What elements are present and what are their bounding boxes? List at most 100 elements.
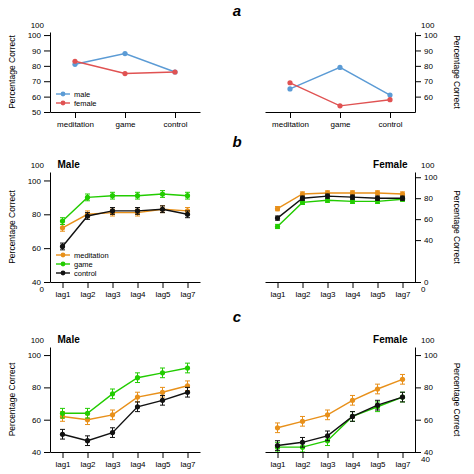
- x-tick-mark: [175, 112, 176, 118]
- error-bar: [400, 192, 405, 196]
- error-bar: [85, 436, 90, 446]
- point: [375, 190, 380, 195]
- y-tick: 80: [32, 62, 50, 71]
- error-bar: [60, 224, 65, 231]
- y-axis-title: Percentage Correct: [7, 190, 17, 264]
- error-bar: [135, 192, 140, 199]
- x-tick-mark: [88, 282, 89, 288]
- y-tick-mark: [44, 66, 50, 67]
- x-axis-line: [266, 452, 416, 453]
- point: [60, 218, 65, 223]
- x-axis: lag1lag2lag3lag4lag5lag7: [266, 282, 416, 299]
- x-tick: lag4: [345, 282, 361, 299]
- error-bar: [85, 408, 90, 418]
- line: [278, 397, 403, 445]
- series: [60, 206, 190, 231]
- y-tick: 80: [415, 383, 433, 392]
- error-bar: [375, 191, 380, 195]
- error-bar: [350, 412, 355, 422]
- y-tick-label: 40: [32, 448, 41, 457]
- y-axis: 406080100: [28, 348, 51, 458]
- x-tick-label: lag1: [270, 290, 286, 299]
- annotation: 0: [421, 285, 426, 294]
- x-tick-label: game: [330, 120, 351, 129]
- error-bar: [110, 192, 115, 199]
- error-bar: [60, 429, 65, 439]
- annotation: 100: [421, 161, 435, 170]
- x-tick-label: lag5: [155, 290, 171, 299]
- x-tick: lag5: [155, 452, 171, 469]
- y-tick: 80: [32, 210, 50, 219]
- error-bar: [135, 209, 140, 216]
- line: [63, 386, 188, 420]
- y-axis-title: Percentage Correct: [452, 190, 462, 264]
- point: [160, 191, 165, 196]
- error-bar: [60, 218, 65, 225]
- error-bar: [350, 395, 355, 405]
- error-bar: [110, 389, 115, 399]
- x-tick-mark: [188, 282, 189, 288]
- y-tick-mark: [44, 420, 50, 421]
- y-tick: 100: [415, 173, 438, 182]
- error-bar: [135, 392, 140, 402]
- x-tick-mark: [353, 452, 354, 458]
- y-tick: 80: [415, 194, 433, 203]
- x-tick: game: [330, 112, 351, 129]
- plot-area: [275, 190, 405, 229]
- x-tick-label: lag5: [370, 460, 386, 469]
- x-tick-label: lag2: [80, 460, 96, 469]
- series: [275, 197, 405, 229]
- x-tick-label: lag7: [395, 290, 411, 299]
- plot-area: [275, 374, 405, 452]
- point: [300, 419, 305, 424]
- error-bar: [375, 196, 380, 200]
- x-tick-label: lag5: [370, 290, 386, 299]
- x-axis: meditationgamecontrol: [266, 112, 416, 129]
- y-tick-mark: [44, 452, 50, 453]
- error-bar: [185, 363, 190, 373]
- series: [275, 193, 405, 220]
- legend-entry: game: [56, 260, 93, 269]
- y-tick: 90: [415, 47, 433, 56]
- point: [350, 414, 355, 419]
- y-tick-label: 90: [32, 47, 41, 56]
- error-bar: [400, 374, 405, 384]
- y-tick-mark: [44, 112, 50, 113]
- error-bar: [160, 206, 165, 213]
- point: [185, 212, 190, 217]
- y-tick: 80: [415, 62, 433, 71]
- x-tick-label: lag2: [295, 290, 311, 299]
- plot-area: [287, 65, 392, 109]
- y-tick: 60: [32, 416, 50, 425]
- line: [63, 368, 188, 413]
- series: [60, 206, 190, 250]
- x-tick-mark: [113, 452, 114, 458]
- legend-label: control: [74, 269, 97, 278]
- point: [275, 215, 280, 220]
- x-axis: lag1lag2lag3lag4lag5lag7: [51, 282, 201, 299]
- error-bar: [275, 207, 280, 211]
- point: [60, 244, 65, 249]
- y-tick: 100: [28, 177, 50, 186]
- line: [63, 194, 188, 221]
- x-tick-mark: [63, 452, 64, 458]
- legend-label: female: [74, 99, 97, 108]
- y-tick-label: 40: [424, 236, 433, 245]
- x-tick-mark: [163, 452, 164, 458]
- legend-entry: control: [56, 269, 97, 278]
- point: [60, 432, 65, 437]
- series: [60, 387, 190, 445]
- x-tick-label: meditation: [57, 120, 94, 129]
- panel-title: Female: [373, 334, 408, 345]
- y-tick: 90: [32, 47, 50, 56]
- y-tick-label: 100: [424, 31, 438, 40]
- x-tick: meditation: [57, 112, 94, 129]
- point: [300, 196, 305, 201]
- legend: meditationgamecontrol: [56, 251, 109, 278]
- y-tick-mark: [44, 355, 50, 356]
- error-bar: [185, 387, 190, 397]
- annotation: 100: [31, 161, 45, 170]
- y-axis-line: [415, 33, 416, 113]
- y-tick-label: 60: [424, 93, 433, 102]
- x-tick-mark: [290, 112, 291, 118]
